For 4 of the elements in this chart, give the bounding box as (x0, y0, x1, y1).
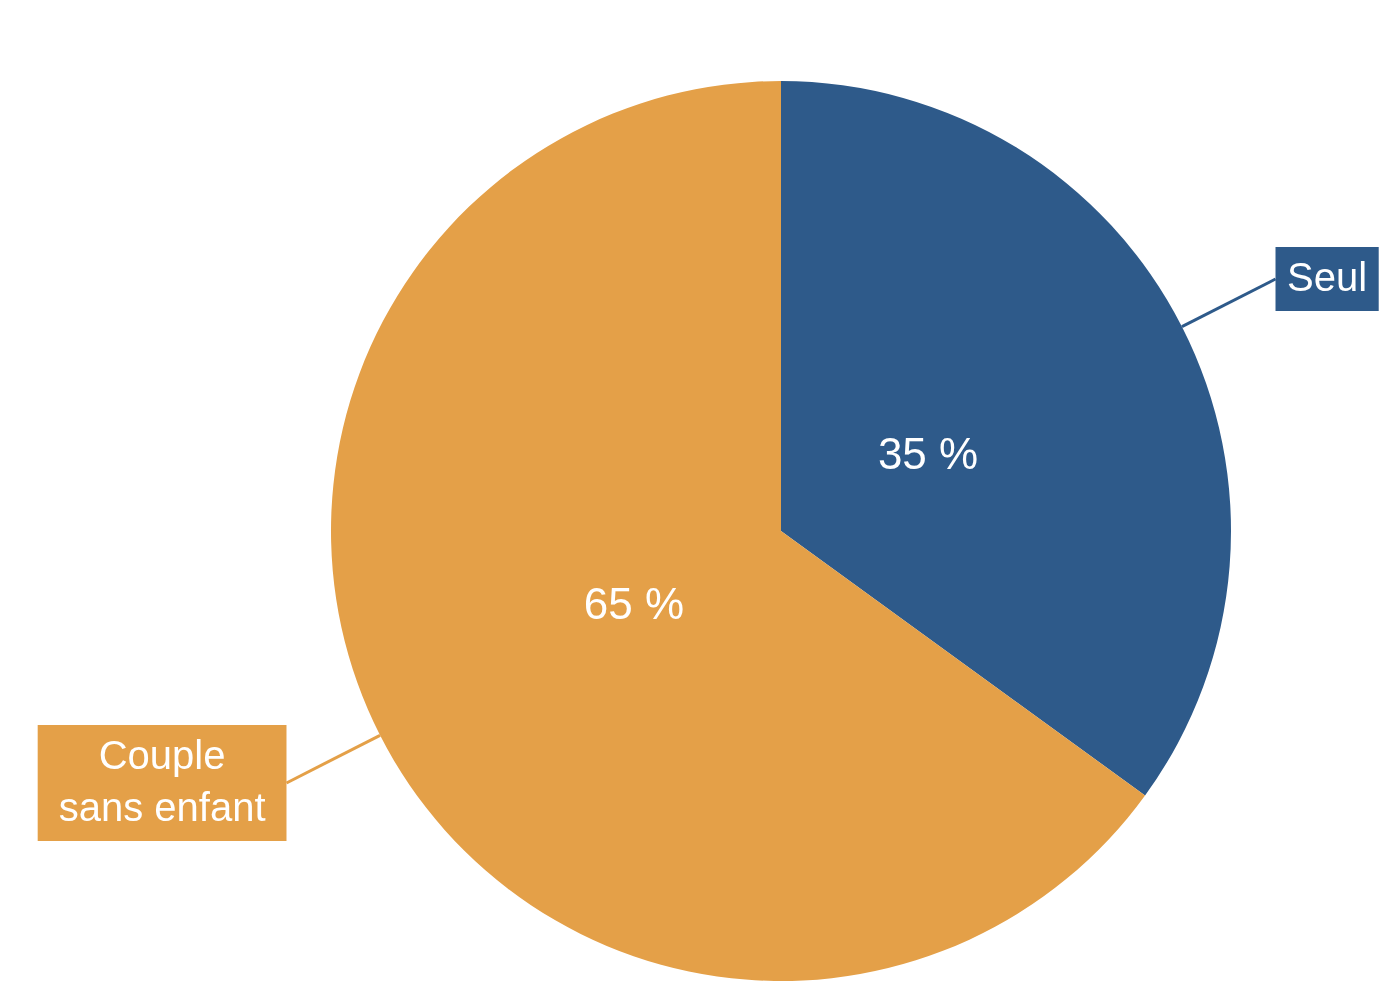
slice-label: Seul (1287, 255, 1368, 300)
data-label: 35 % (877, 429, 979, 479)
data-label: 65 % (583, 578, 685, 628)
slice-label: Couple sans enfant (58, 732, 266, 829)
